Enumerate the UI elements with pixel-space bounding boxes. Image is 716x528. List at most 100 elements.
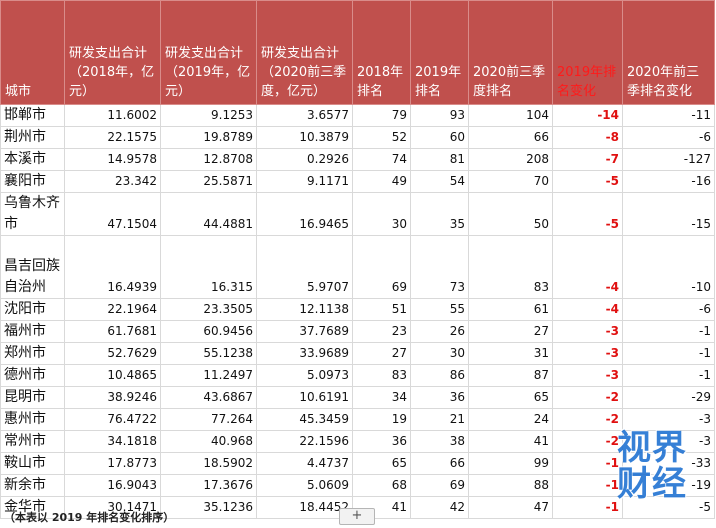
table-cell[interactable]: 52 bbox=[352, 126, 411, 149]
city-cell[interactable]: 邯郸市 bbox=[0, 104, 65, 127]
table-cell[interactable]: 66 bbox=[468, 126, 553, 149]
table-cell[interactable]: 55.1238 bbox=[160, 342, 257, 365]
table-cell[interactable]: 17.8773 bbox=[64, 452, 161, 475]
table-cell[interactable]: 83 bbox=[468, 235, 553, 299]
table-cell[interactable]: 5.0973 bbox=[256, 364, 353, 387]
table-cell[interactable]: 81 bbox=[410, 148, 469, 171]
table-cell[interactable]: 5.0609 bbox=[256, 474, 353, 497]
table-cell[interactable]: 47 bbox=[468, 496, 553, 519]
table-cell[interactable]: 35.1236 bbox=[160, 496, 257, 519]
table-cell[interactable]: 16.4939 bbox=[64, 235, 161, 299]
table-cell[interactable]: 31 bbox=[468, 342, 553, 365]
table-cell[interactable]: 0.2926 bbox=[256, 148, 353, 171]
table-cell[interactable]: 70 bbox=[468, 170, 553, 193]
table-cell[interactable]: 55 bbox=[410, 298, 469, 321]
table-cell[interactable]: 27 bbox=[352, 342, 411, 365]
table-cell[interactable]: -10 bbox=[622, 235, 715, 299]
city-cell[interactable]: 常州市 bbox=[0, 430, 65, 453]
table-cell[interactable]: 60.9456 bbox=[160, 320, 257, 343]
rank-change-2019-cell[interactable]: -7 bbox=[552, 148, 623, 171]
table-cell[interactable]: 18.5902 bbox=[160, 452, 257, 475]
rank-change-2019-cell[interactable]: -2 bbox=[552, 386, 623, 409]
table-cell[interactable]: 11.2497 bbox=[160, 364, 257, 387]
rank-change-2019-cell[interactable]: -3 bbox=[552, 342, 623, 365]
table-cell[interactable]: 27 bbox=[468, 320, 553, 343]
table-cell[interactable]: 24 bbox=[468, 408, 553, 431]
table-cell[interactable]: 208 bbox=[468, 148, 553, 171]
table-cell[interactable]: 69 bbox=[352, 235, 411, 299]
table-cell[interactable]: 50 bbox=[468, 192, 553, 236]
rank-change-2019-cell[interactable]: -14 bbox=[552, 104, 623, 127]
table-cell[interactable]: -5 bbox=[622, 496, 715, 519]
table-cell[interactable]: 36 bbox=[352, 430, 411, 453]
table-cell[interactable]: -1 bbox=[622, 364, 715, 387]
table-cell[interactable]: 4.4737 bbox=[256, 452, 353, 475]
table-cell[interactable]: 47.1504 bbox=[64, 192, 161, 236]
table-cell[interactable]: -11 bbox=[622, 104, 715, 127]
table-cell[interactable]: 73 bbox=[410, 235, 469, 299]
city-cell[interactable]: 德州市 bbox=[0, 364, 65, 387]
table-cell[interactable]: -127 bbox=[622, 148, 715, 171]
table-cell[interactable]: 69 bbox=[410, 474, 469, 497]
rank-change-2019-cell[interactable]: -1 bbox=[552, 496, 623, 519]
table-cell[interactable]: 5.9707 bbox=[256, 235, 353, 299]
table-cell[interactable]: 38.9246 bbox=[64, 386, 161, 409]
table-cell[interactable]: 33.9689 bbox=[256, 342, 353, 365]
rank-change-2019-cell[interactable]: -1 bbox=[552, 452, 623, 475]
city-cell[interactable]: 福州市 bbox=[0, 320, 65, 343]
table-cell[interactable]: 68 bbox=[352, 474, 411, 497]
table-cell[interactable]: 41 bbox=[468, 430, 553, 453]
table-cell[interactable]: 16.9043 bbox=[64, 474, 161, 497]
table-cell[interactable]: 22.1596 bbox=[256, 430, 353, 453]
table-cell[interactable]: 18.4452 bbox=[256, 496, 353, 519]
city-cell[interactable]: 新余市 bbox=[0, 474, 65, 497]
table-cell[interactable]: 34 bbox=[352, 386, 411, 409]
table-cell[interactable]: 10.3879 bbox=[256, 126, 353, 149]
table-cell[interactable]: 52.7629 bbox=[64, 342, 161, 365]
table-cell[interactable]: 11.6002 bbox=[64, 104, 161, 127]
city-cell[interactable]: 本溪市 bbox=[0, 148, 65, 171]
table-cell[interactable]: 93 bbox=[410, 104, 469, 127]
table-cell[interactable]: 35 bbox=[410, 192, 469, 236]
table-cell[interactable]: 30.1471 bbox=[64, 496, 161, 519]
rank-change-2019-cell[interactable]: -4 bbox=[552, 235, 623, 299]
table-cell[interactable]: 86 bbox=[410, 364, 469, 387]
table-cell[interactable]: 23 bbox=[352, 320, 411, 343]
table-cell[interactable]: 38 bbox=[410, 430, 469, 453]
table-cell[interactable]: 16.9465 bbox=[256, 192, 353, 236]
city-cell[interactable]: 惠州市 bbox=[0, 408, 65, 431]
table-cell[interactable]: 23.3505 bbox=[160, 298, 257, 321]
table-cell[interactable]: 21 bbox=[410, 408, 469, 431]
table-cell[interactable]: 51 bbox=[352, 298, 411, 321]
city-cell[interactable]: 鞍山市 bbox=[0, 452, 65, 475]
rank-change-2019-cell[interactable]: -2 bbox=[552, 430, 623, 453]
table-cell[interactable]: 19 bbox=[352, 408, 411, 431]
table-cell[interactable]: 10.4865 bbox=[64, 364, 161, 387]
table-cell[interactable]: 54 bbox=[410, 170, 469, 193]
table-cell[interactable]: 14.9578 bbox=[64, 148, 161, 171]
rank-change-2019-cell[interactable]: -5 bbox=[552, 192, 623, 236]
table-cell[interactable]: 65 bbox=[352, 452, 411, 475]
table-cell[interactable]: 10.6191 bbox=[256, 386, 353, 409]
table-cell[interactable]: 30 bbox=[410, 342, 469, 365]
table-cell[interactable]: 22.1964 bbox=[64, 298, 161, 321]
table-cell[interactable]: 83 bbox=[352, 364, 411, 387]
city-cell[interactable]: 沈阳市 bbox=[0, 298, 65, 321]
table-cell[interactable]: 104 bbox=[468, 104, 553, 127]
table-cell[interactable]: -3 bbox=[622, 430, 715, 453]
city-cell[interactable]: 金华市 bbox=[0, 496, 65, 519]
table-cell[interactable]: 25.5871 bbox=[160, 170, 257, 193]
rank-change-2019-cell[interactable]: -2 bbox=[552, 408, 623, 431]
rank-change-2019-cell[interactable]: -1 bbox=[552, 474, 623, 497]
table-cell[interactable]: -29 bbox=[622, 386, 715, 409]
table-cell[interactable]: 43.6867 bbox=[160, 386, 257, 409]
table-cell[interactable]: 88 bbox=[468, 474, 553, 497]
table-cell[interactable]: 87 bbox=[468, 364, 553, 387]
table-cell[interactable]: -6 bbox=[622, 298, 715, 321]
table-cell[interactable]: 16.315 bbox=[160, 235, 257, 299]
table-cell[interactable]: 34.1818 bbox=[64, 430, 161, 453]
table-cell[interactable]: 19.8789 bbox=[160, 126, 257, 149]
city-cell[interactable]: 昌吉回族自治州 bbox=[0, 235, 65, 299]
table-cell[interactable]: -6 bbox=[622, 126, 715, 149]
table-cell[interactable]: 77.264 bbox=[160, 408, 257, 431]
